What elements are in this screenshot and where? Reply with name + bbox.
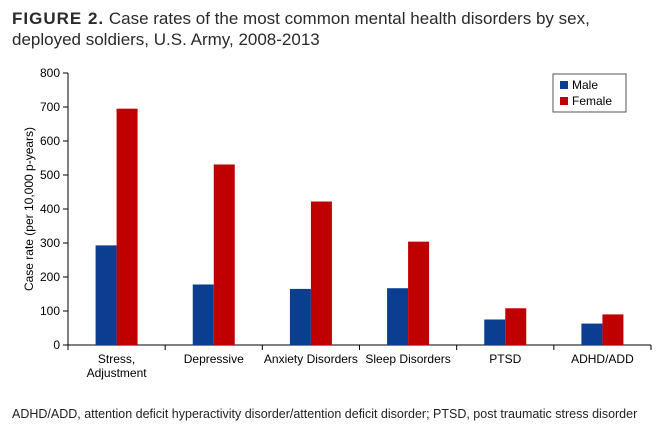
- bar-male: [484, 319, 506, 345]
- y-tick-label: 300: [40, 236, 60, 250]
- bar-female: [505, 308, 527, 345]
- legend-swatch-female: [560, 97, 568, 105]
- legend-label-male: Male: [572, 78, 598, 92]
- x-tick-label: ADHD/ADD: [571, 352, 634, 366]
- legend-label-female: Female: [572, 94, 612, 108]
- x-tick-label: Sleep Disorders: [365, 352, 450, 366]
- footnote: ADHD/ADD, attention deficit hyperactivit…: [12, 407, 638, 421]
- bar-female: [310, 201, 332, 345]
- y-tick-label: 600: [40, 134, 60, 148]
- legend-box: [552, 73, 627, 113]
- y-tick-label: 800: [40, 66, 60, 80]
- legend-swatch-male: [560, 81, 568, 89]
- figure-title: Case rates of the most common mental hea…: [12, 9, 590, 49]
- bar-male: [581, 323, 603, 345]
- bar-male: [387, 288, 409, 345]
- x-tick-label: PTSD: [489, 352, 521, 366]
- bar-chart: 0 100 200 300 400 500 600 700 800 Case rate (per …: [22, 66, 652, 380]
- y-tick-label: 0: [53, 338, 60, 352]
- bar-female: [408, 241, 430, 345]
- y-tick-label: 400: [40, 202, 60, 216]
- bar-female: [602, 314, 624, 345]
- bar-male: [95, 245, 117, 345]
- bar-female: [213, 164, 235, 345]
- x-tick-label: Adjustment: [87, 366, 148, 380]
- y-tick-label: 700: [40, 100, 60, 114]
- y-axis-label: Case rate (per 10,000 p-years): [22, 127, 36, 291]
- bar-female: [116, 108, 138, 345]
- figure-label: FIGURE 2.: [12, 9, 105, 28]
- x-tick-label: Stress,: [98, 352, 135, 366]
- figure-caption: FIGURE 2. Case rates of the most common …: [12, 8, 652, 50]
- x-tick-label: Depressive: [184, 352, 244, 366]
- x-tick-label: Anxiety Disorders: [264, 352, 358, 366]
- y-tick-label: 200: [40, 270, 60, 284]
- y-tick-label: 100: [40, 304, 60, 318]
- y-tick-label: 500: [40, 168, 60, 182]
- bar-male: [192, 284, 214, 345]
- bar-male: [289, 288, 311, 345]
